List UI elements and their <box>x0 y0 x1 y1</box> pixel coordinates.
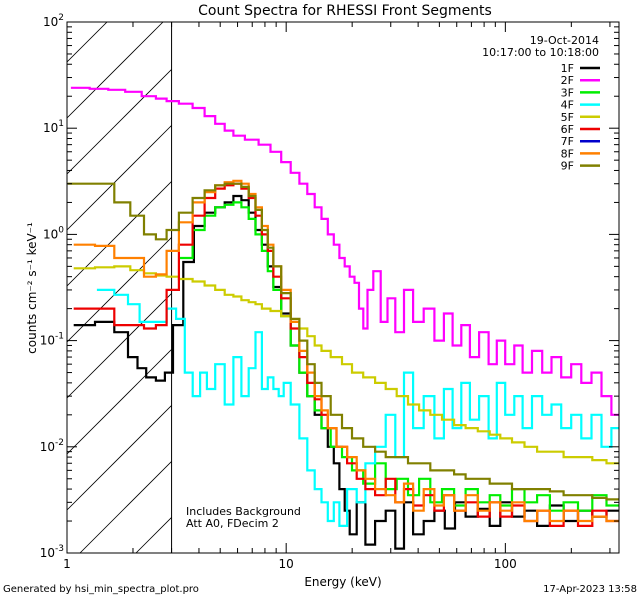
date-label: 19-Oct-2014 <box>530 34 599 47</box>
legend-label-6F: 6F <box>561 123 574 136</box>
hatch-line <box>67 349 172 455</box>
legend-label-2F: 2F <box>561 74 574 87</box>
legend-label-8F: 8F <box>561 147 574 160</box>
y-tick-label: 101 <box>43 119 64 135</box>
footer-generator: Generated by hsi_min_spectra_plot.pro <box>3 584 199 595</box>
y-tick-label: 10-1 <box>40 332 64 348</box>
annotation-attenuator: Att A0, FDecim 2 <box>186 517 279 530</box>
legend-label-9F: 9F <box>561 160 574 173</box>
plot-frame <box>66 21 620 554</box>
x-tick-label: 10 <box>279 557 294 571</box>
series-4F-line <box>96 288 619 527</box>
axis-ticks: 1 10 100 10-3 10-2 10-1 100 101 102 <box>40 13 619 571</box>
annotation-background: Includes Background <box>186 505 301 518</box>
y-tick-label: 100 <box>43 225 64 241</box>
legend-label-7F: 7F <box>561 135 574 148</box>
hatch-line <box>135 517 172 553</box>
y-tick-label: 10-3 <box>40 544 64 560</box>
hatch-line <box>67 22 108 63</box>
chart-title: Count Spectra for RHESSI Front Segments <box>198 3 492 19</box>
hatch-line <box>67 125 172 231</box>
series-3F-line <box>179 201 619 512</box>
y-tick-label: 10-2 <box>40 438 64 454</box>
footer-timestamp: 17-Apr-2023 13:58 <box>543 584 637 595</box>
hatch-line <box>67 405 172 511</box>
time-range-label: 10:17:00 to 10:18:00 <box>482 46 599 59</box>
hatch-line <box>67 293 172 399</box>
series-layer <box>67 86 619 550</box>
x-axis-label: Energy (keV) <box>304 575 381 589</box>
legend-label-1F: 1F <box>561 62 574 75</box>
hatch-line <box>79 461 172 553</box>
hatch-line <box>67 69 172 175</box>
x-tick-label: 100 <box>494 557 517 571</box>
x-tick-label: 1 <box>63 557 71 571</box>
series-5F-line <box>73 265 619 465</box>
legend-label-3F: 3F <box>561 86 574 99</box>
series-2F-line <box>70 86 619 416</box>
series-9F-line <box>67 182 619 501</box>
y-tick-label: 102 <box>43 13 64 29</box>
legend-label-5F: 5F <box>561 111 574 124</box>
hatch-line <box>67 22 164 119</box>
legend-label-4F: 4F <box>561 99 574 112</box>
y-axis-label: counts cm⁻² s⁻¹ keV⁻¹ <box>25 222 39 354</box>
